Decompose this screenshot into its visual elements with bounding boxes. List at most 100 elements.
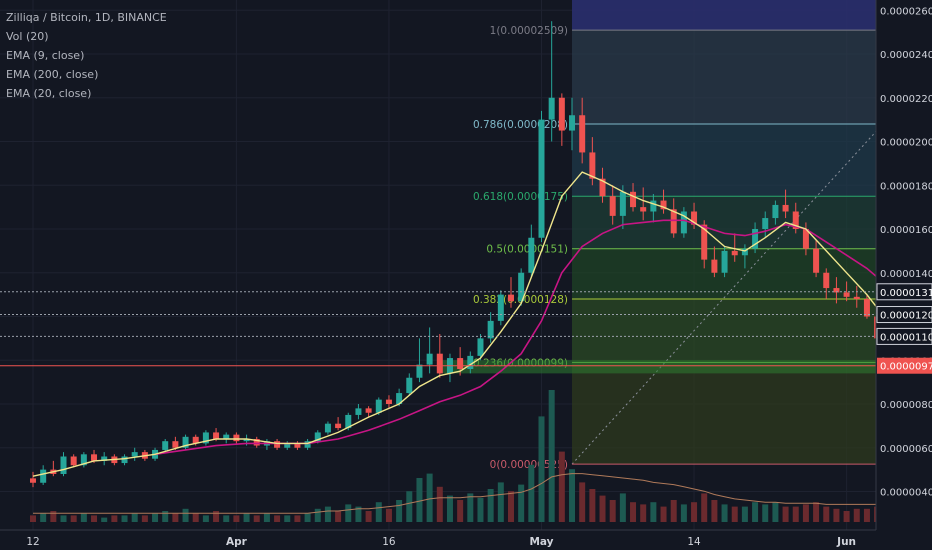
volume-bar: [304, 513, 311, 522]
candle-body: [396, 393, 403, 404]
volume-bar: [355, 506, 362, 522]
volume-bar: [60, 515, 67, 522]
legend-symbol-title[interactable]: Zilliqa / Bitcoin, 1D, BINANCE: [6, 11, 167, 24]
volume-bar: [253, 515, 260, 522]
volume-bar: [111, 515, 118, 522]
volume-bar: [345, 504, 352, 522]
volume-bar: [396, 500, 403, 522]
candle-body: [772, 204, 779, 219]
candle-body: [375, 399, 382, 413]
fib-level-label-2: 0.618(0.0000175): [473, 191, 568, 203]
volume-bar: [507, 491, 514, 522]
candle-body: [253, 439, 260, 446]
candle-body: [792, 211, 799, 229]
candle-body: [680, 211, 687, 234]
candle-body: [762, 218, 769, 229]
volume-bar: [497, 482, 504, 522]
price-label-3: 0.00000975: [880, 362, 932, 373]
ema9-line: [32, 171, 888, 477]
candle-body: [385, 399, 392, 404]
price-label-2: 0.00001109: [880, 332, 932, 343]
volume-bar: [263, 513, 270, 522]
candle-body: [436, 353, 443, 374]
legend-ema20[interactable]: EMA (20, close): [6, 87, 92, 100]
volume-bar: [589, 489, 596, 522]
candle-body: [172, 441, 179, 448]
candle-body: [223, 434, 230, 439]
candle-body: [467, 355, 474, 369]
candle-body: [741, 248, 748, 256]
candle-body: [507, 294, 514, 302]
candle-body: [863, 299, 870, 317]
time-axis[interactable]: 12Apr16May14Jun18Jul16Aug13: [0, 529, 932, 548]
volume-bar: [640, 504, 647, 522]
candle-body: [497, 294, 504, 321]
candle-body: [802, 229, 809, 249]
volume-bar: [772, 502, 779, 522]
legend-ema200[interactable]: EMA (200, close): [6, 68, 99, 81]
volume-bar: [324, 506, 331, 522]
volume-bar: [853, 508, 860, 522]
volume-bar: [721, 504, 728, 522]
volume-bar: [691, 502, 698, 522]
candle-body: [426, 353, 433, 365]
volume-bar: [243, 513, 250, 522]
candle-body: [752, 229, 759, 249]
volume-bar: [223, 515, 230, 522]
candle-body: [60, 456, 67, 474]
price-label-1: 0.00001209: [880, 311, 932, 322]
candle-body: [416, 364, 423, 378]
volume-bar: [202, 515, 209, 522]
volume-bar: [467, 493, 474, 522]
candle-body: [274, 441, 281, 448]
horizontal-price-lines[interactable]: [0, 291, 876, 367]
volume-bar: [50, 511, 57, 522]
candle-body: [721, 250, 728, 273]
fib-level-label-1: 0.786(0.0000208): [473, 119, 568, 131]
candle-body: [731, 250, 738, 256]
candle-body: [487, 320, 494, 339]
candle-body: [558, 97, 565, 131]
candle-body: [528, 237, 535, 273]
volume-bar: [457, 500, 464, 522]
candle-body: [813, 248, 820, 273]
candle-body: [335, 423, 342, 429]
fibonacci-retracement[interactable]: 1(0.00002509) 0.786(0.0000208) 0.618(0.000…: [439, 0, 932, 471]
candle-body: [80, 454, 87, 466]
candle-body: [569, 115, 576, 131]
candlestick-series: [30, 21, 891, 488]
legend-ema9[interactable]: EMA (9, close): [6, 49, 85, 62]
volume-bar: [599, 495, 606, 522]
candle-body: [213, 432, 220, 439]
candle-body: [630, 191, 637, 208]
volume-bar: [162, 511, 169, 522]
candle-body: [670, 209, 677, 234]
candle-body: [233, 434, 240, 442]
time-tick-1: Apr: [226, 536, 248, 548]
volume-bar: [670, 500, 677, 522]
time-tick-2: 16: [382, 536, 396, 548]
volume-bar: [141, 515, 148, 522]
legend-volume[interactable]: Vol (20): [6, 30, 49, 43]
candle-body: [121, 456, 128, 464]
candle-body: [548, 97, 555, 120]
volume-bar: [731, 506, 738, 522]
price-axis[interactable]: 0.000004000.000006000.000008000.00001000…: [875, 0, 932, 550]
volume-bar: [762, 504, 769, 522]
volume-bar: [182, 508, 189, 522]
candle-body: [833, 288, 840, 293]
volume-bar: [446, 495, 453, 522]
volume-bar: [335, 511, 342, 522]
candle-body: [314, 432, 321, 442]
fib-zone-0: [572, 30, 932, 124]
volume-bar: [131, 513, 138, 522]
volume-bar: [213, 511, 220, 522]
candle-body: [91, 454, 98, 461]
candle-body: [853, 296, 860, 299]
